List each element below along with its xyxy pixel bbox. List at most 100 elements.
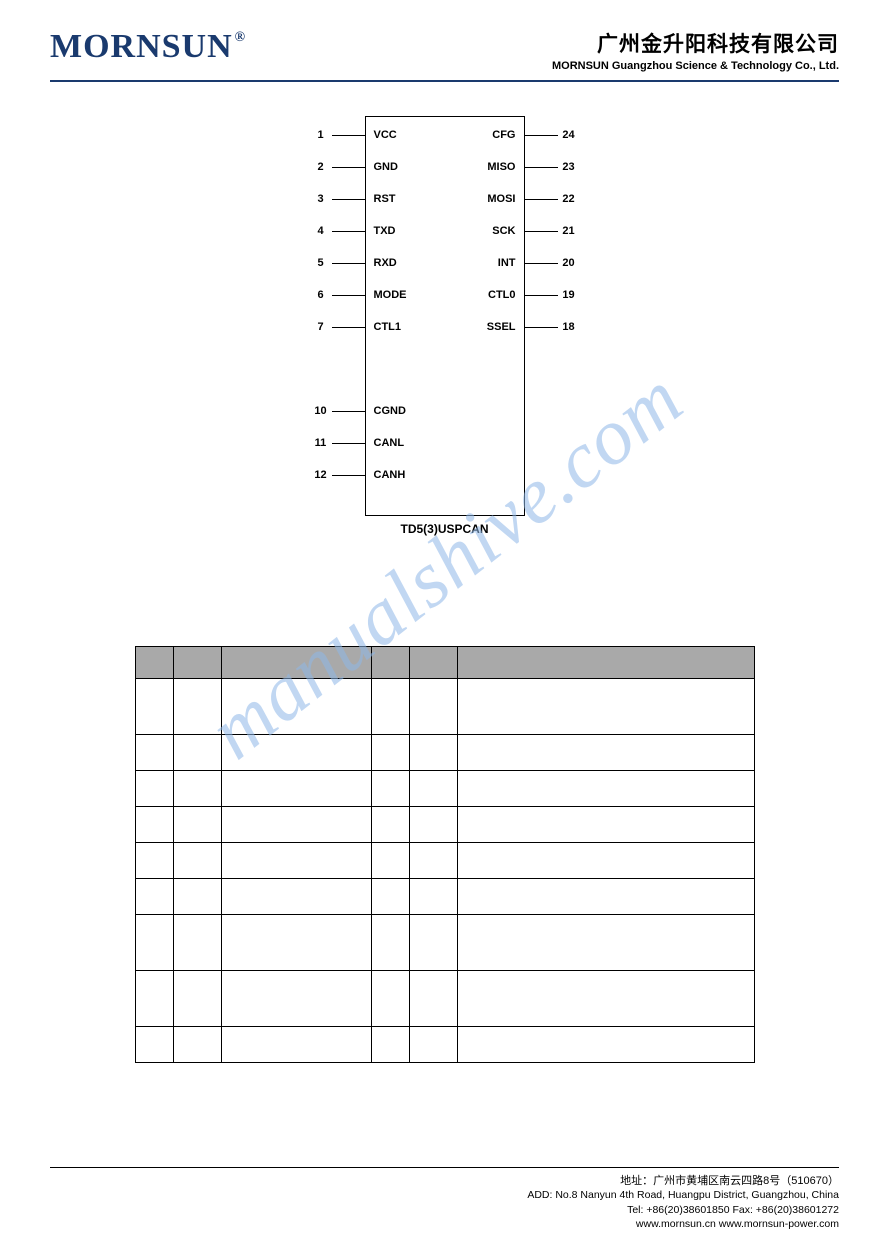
table-cell bbox=[409, 771, 457, 807]
pin-left: 4 bbox=[296, 225, 366, 237]
table-cell bbox=[457, 971, 754, 1027]
pin-wire bbox=[332, 443, 366, 444]
table-cell bbox=[135, 807, 173, 843]
pin-table-wrap bbox=[135, 646, 755, 1063]
pin-right: 21 bbox=[524, 225, 594, 237]
table-cell bbox=[173, 735, 221, 771]
pin-label: CANH bbox=[374, 469, 406, 481]
table-cell bbox=[371, 807, 409, 843]
pin-wire bbox=[524, 135, 558, 136]
table-cell bbox=[173, 1027, 221, 1063]
pin-right: 20 bbox=[524, 257, 594, 269]
pin-label: TXD bbox=[374, 225, 396, 237]
th bbox=[173, 647, 221, 679]
table-row bbox=[135, 771, 754, 807]
table-cell bbox=[173, 807, 221, 843]
pin-label: INT bbox=[498, 257, 516, 269]
logo-block: MORNSUN ® bbox=[50, 28, 246, 66]
table-row bbox=[135, 1027, 754, 1063]
footer-address-cn: 地址：广州市黄埔区南云四路8号（510670） bbox=[50, 1174, 839, 1189]
pin-label: MISO bbox=[487, 161, 515, 173]
pin-left: 6 bbox=[296, 289, 366, 301]
pin-diagram: 1VCC2GND3RST4TXD5RXD6MODE7CTL110CGND11CA… bbox=[50, 116, 839, 536]
pin-number: 3 bbox=[312, 193, 330, 205]
footer-websites: www.mornsun.cn www.mornsun-power.com bbox=[50, 1217, 839, 1231]
pin-wire bbox=[332, 295, 366, 296]
pin-number: 5 bbox=[312, 257, 330, 269]
th bbox=[457, 647, 754, 679]
table-cell bbox=[457, 679, 754, 735]
company-name-en: MORNSUN Guangzhou Science & Technology C… bbox=[552, 60, 839, 72]
table-cell bbox=[409, 915, 457, 971]
table-cell bbox=[371, 771, 409, 807]
footer-tel-fax: Tel: +86(20)38601850 Fax: +86(20)3860127… bbox=[50, 1203, 839, 1217]
pin-label: SCK bbox=[492, 225, 515, 237]
table-cell bbox=[371, 879, 409, 915]
table-cell bbox=[457, 771, 754, 807]
company-name-cn: 广州金升阳科技有限公司 bbox=[552, 28, 839, 58]
pin-number: 6 bbox=[312, 289, 330, 301]
pin-wire bbox=[332, 327, 366, 328]
pin-label: CFG bbox=[492, 129, 515, 141]
pin-label: CGND bbox=[374, 405, 406, 417]
table-cell bbox=[371, 843, 409, 879]
logo-text: MORNSUN bbox=[50, 28, 233, 66]
pin-number: 22 bbox=[560, 193, 578, 205]
table-cell bbox=[135, 915, 173, 971]
pin-wire bbox=[332, 231, 366, 232]
table-row bbox=[135, 971, 754, 1027]
table-cell bbox=[409, 971, 457, 1027]
table-row bbox=[135, 879, 754, 915]
table-cell bbox=[409, 843, 457, 879]
footer-address-en: ADD: No.8 Nanyun 4th Road, Huangpu Distr… bbox=[50, 1188, 839, 1202]
table-cell bbox=[409, 807, 457, 843]
pin-wire bbox=[332, 167, 366, 168]
pin-number: 20 bbox=[560, 257, 578, 269]
pin-label: RST bbox=[374, 193, 396, 205]
pin-wire bbox=[332, 199, 366, 200]
table-cell bbox=[221, 879, 371, 915]
pin-left: 1 bbox=[296, 129, 366, 141]
pin-wire bbox=[524, 199, 558, 200]
pin-label: MOSI bbox=[487, 193, 515, 205]
table-cell bbox=[371, 971, 409, 1027]
company-name-block: 广州金升阳科技有限公司 MORNSUN Guangzhou Science & … bbox=[552, 28, 839, 72]
table-cell bbox=[173, 679, 221, 735]
table-cell bbox=[135, 771, 173, 807]
table-row bbox=[135, 843, 754, 879]
th bbox=[221, 647, 371, 679]
pin-number: 24 bbox=[560, 129, 578, 141]
pin-label: CTL0 bbox=[488, 289, 516, 301]
pin-right: 22 bbox=[524, 193, 594, 205]
pin-number: 11 bbox=[312, 437, 330, 449]
pin-label: CTL1 bbox=[374, 321, 402, 333]
pin-number: 18 bbox=[560, 321, 578, 333]
table-row bbox=[135, 679, 754, 735]
pin-label: MODE bbox=[374, 289, 407, 301]
pin-label: RXD bbox=[374, 257, 397, 269]
pin-number: 23 bbox=[560, 161, 578, 173]
table-cell bbox=[173, 771, 221, 807]
pin-wire bbox=[332, 475, 366, 476]
table-cell bbox=[135, 843, 173, 879]
pin-label: GND bbox=[374, 161, 398, 173]
pin-number: 1 bbox=[312, 129, 330, 141]
pin-left: 11 bbox=[296, 437, 366, 449]
page-footer: 地址：广州市黄埔区南云四路8号（510670） ADD: No.8 Nanyun… bbox=[50, 1167, 839, 1231]
table-cell bbox=[221, 679, 371, 735]
pin-number: 4 bbox=[312, 225, 330, 237]
table-cell bbox=[457, 879, 754, 915]
pin-right: 23 bbox=[524, 161, 594, 173]
pin-right: 19 bbox=[524, 289, 594, 301]
pin-left: 2 bbox=[296, 161, 366, 173]
pin-left: 3 bbox=[296, 193, 366, 205]
registered-mark: ® bbox=[235, 30, 246, 46]
pin-left: 12 bbox=[296, 469, 366, 481]
pin-number: 12 bbox=[312, 469, 330, 481]
pin-number: 21 bbox=[560, 225, 578, 237]
pin-left: 7 bbox=[296, 321, 366, 333]
pin-number: 7 bbox=[312, 321, 330, 333]
table-cell bbox=[409, 1027, 457, 1063]
table-cell bbox=[457, 735, 754, 771]
table-cell bbox=[221, 735, 371, 771]
